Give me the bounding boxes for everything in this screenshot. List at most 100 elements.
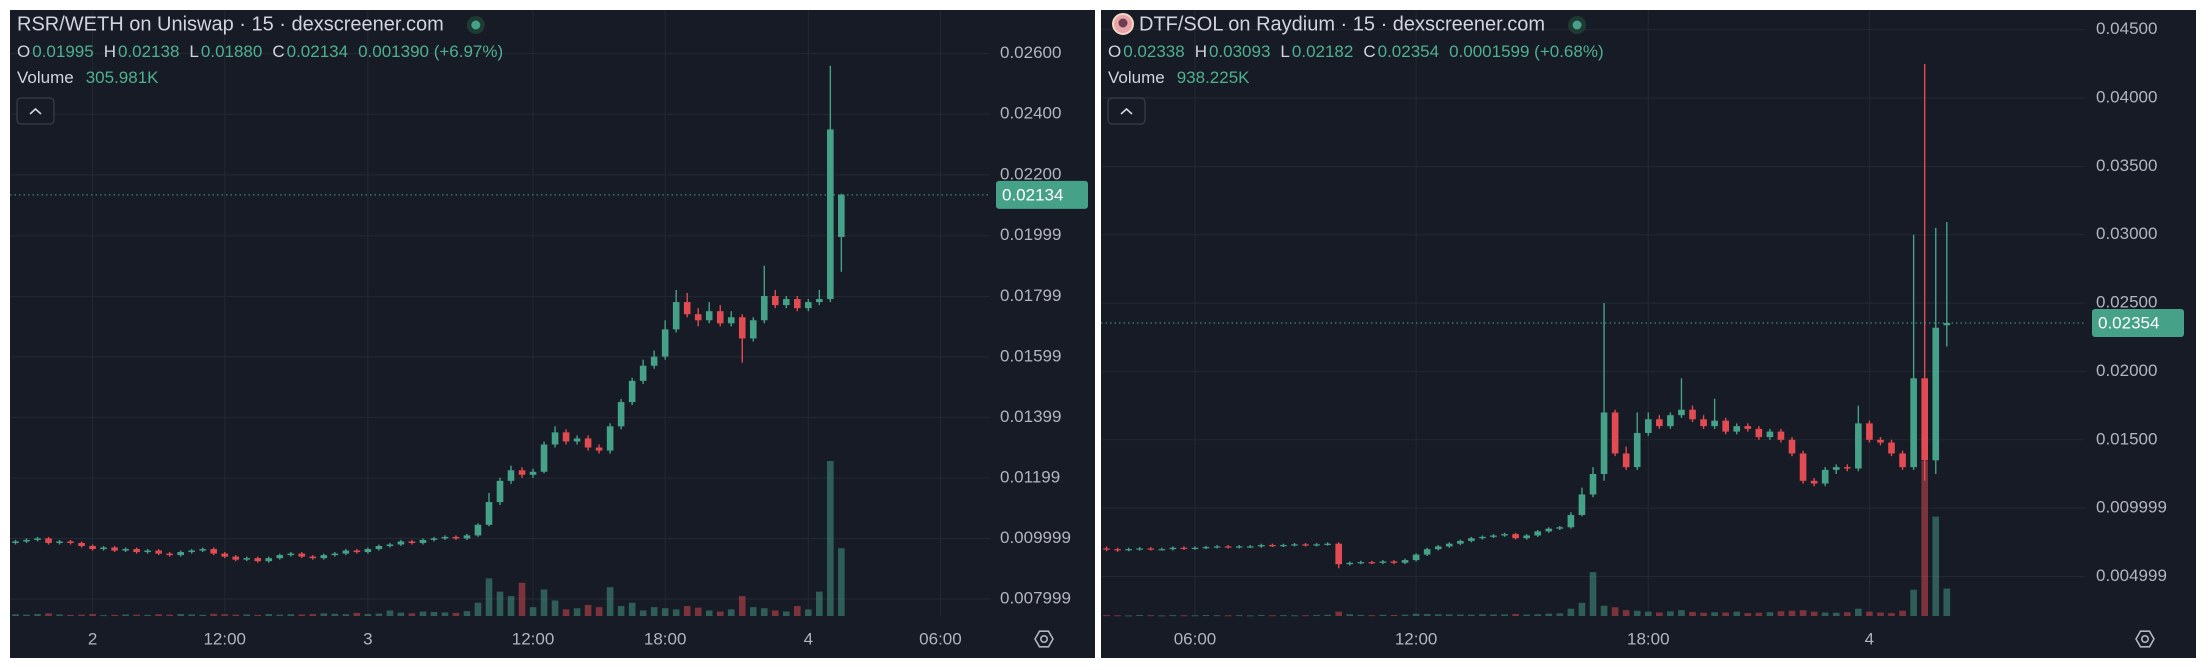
candle-body <box>1501 534 1508 536</box>
volume-bar <box>628 602 636 616</box>
volume-bar <box>518 582 526 616</box>
volume-bar <box>1335 611 1343 616</box>
settings-icon[interactable] <box>2135 630 2155 648</box>
volume-bar <box>1656 612 1663 616</box>
candle-body <box>1523 535 1530 539</box>
volume-bar <box>1799 610 1807 616</box>
volume-bar <box>67 614 74 616</box>
candle-body <box>1213 546 1221 548</box>
candle-body <box>1512 534 1519 539</box>
candle-body <box>1832 467 1840 470</box>
candle-body <box>1700 419 1707 427</box>
candle-body <box>1368 562 1376 564</box>
candle-body <box>23 539 30 542</box>
volume-bar <box>287 614 295 616</box>
candle-body <box>397 541 405 545</box>
volume-bar <box>342 614 350 616</box>
candle-body <box>243 558 251 560</box>
candle-body <box>1103 548 1110 550</box>
volume-bar <box>1213 615 1221 617</box>
ohlc-value: 0.02134 <box>287 42 348 61</box>
ohlc-value: 0.02138 <box>118 42 179 61</box>
collapse-button[interactable] <box>1107 97 1146 125</box>
volume-bar <box>232 614 240 616</box>
volume-bar <box>100 615 107 617</box>
candle-body <box>1578 494 1586 515</box>
candle-body <box>177 552 184 556</box>
volume-bar <box>1832 612 1840 616</box>
candle-body <box>1302 544 1309 546</box>
candle-body <box>1158 549 1166 551</box>
x-tick-label: 18:00 <box>644 629 687 648</box>
settings-icon[interactable] <box>1034 630 1054 648</box>
volume-bar <box>562 609 570 616</box>
volume-bar <box>1545 613 1553 616</box>
candle-body <box>1633 432 1641 468</box>
ohlc-key: C <box>1363 42 1375 61</box>
volume-bar <box>452 612 460 616</box>
price-change: 0.001390 (+6.97%) <box>358 42 503 61</box>
candle-body <box>1855 423 1862 469</box>
volume-bar <box>705 610 713 616</box>
candle-body <box>1656 419 1663 427</box>
volume-bar <box>1810 611 1818 616</box>
volume-label: Volume <box>1108 68 1165 87</box>
candle-body <box>1877 439 1884 443</box>
candle-body <box>1280 545 1287 547</box>
volume-bar <box>496 591 504 616</box>
volume-bar <box>760 608 768 616</box>
candle-body <box>188 550 195 553</box>
candle-body <box>144 550 151 553</box>
volume-bar <box>1899 610 1906 616</box>
chart-title: DTF/SOL on Raydium · 15 · dexscreener.co… <box>1139 13 1545 35</box>
volume-bar <box>485 578 493 616</box>
volume-bar <box>122 614 129 616</box>
candle-body <box>1180 547 1188 549</box>
candle-body <box>1136 548 1144 550</box>
volume-bar <box>1744 613 1752 616</box>
volume-bar <box>1136 614 1144 616</box>
candle-body <box>1667 415 1674 427</box>
candle-body <box>1468 538 1475 541</box>
chart-title: RSR/WETH on Uniswap · 15 · dexscreener.c… <box>17 13 444 35</box>
volume-bar <box>1114 615 1121 617</box>
volume-bar <box>12 614 19 616</box>
volume-readout: Volume 938.225K <box>1108 68 1250 87</box>
volume-bar <box>727 609 735 616</box>
price-change: 0.0001599 (+0.68%) <box>1449 42 1604 61</box>
volume-bar <box>1523 614 1530 616</box>
volume-bar <box>386 610 394 616</box>
y-tick-label: 0.007999 <box>1000 589 1071 608</box>
volume-bar <box>1700 612 1707 616</box>
volume-bar <box>1147 615 1155 617</box>
candle-body <box>1888 442 1895 454</box>
volume-bar <box>1644 611 1652 616</box>
volume-bar <box>309 614 317 616</box>
volume-bar <box>1280 615 1287 617</box>
ohlc-key: O <box>1108 42 1121 61</box>
candle-body <box>1269 545 1276 547</box>
volume-bar <box>1423 613 1431 616</box>
ohlc-key: L <box>1280 42 1289 61</box>
x-tick-label: 18:00 <box>1627 629 1670 648</box>
volume-bar <box>221 614 229 616</box>
candle-body <box>827 129 834 300</box>
candle-body <box>1434 546 1442 550</box>
volume-bar <box>1158 615 1166 617</box>
volume-bar <box>639 610 647 616</box>
volume-bar <box>474 602 482 616</box>
volume-bar <box>1202 615 1210 617</box>
volume-bar <box>1689 611 1696 616</box>
volume-bar <box>595 607 603 616</box>
candle-body <box>1943 323 1951 326</box>
candle-body <box>133 549 140 553</box>
collapse-button[interactable] <box>16 97 55 125</box>
candle-body <box>342 550 350 554</box>
candle-body <box>1169 547 1177 550</box>
volume-bar <box>617 606 625 616</box>
volume-bar <box>133 614 140 616</box>
volume-bar <box>1888 613 1895 616</box>
candle-body <box>353 550 361 553</box>
volume-bar <box>45 613 52 616</box>
candle-body <box>408 541 416 543</box>
